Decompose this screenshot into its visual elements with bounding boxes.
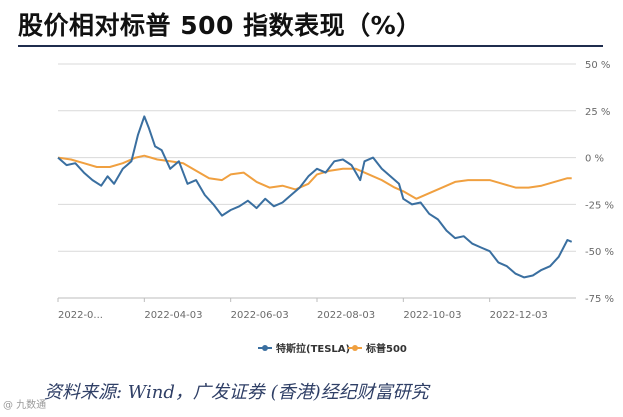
- y-tick-label: 50 %: [585, 60, 610, 71]
- x-tick-label: 2022-08-03: [317, 310, 375, 321]
- legend-label: 特斯拉(TESLA): [276, 342, 350, 355]
- y-axis-labels: 50 % 25 % 0 % -25 % -50 % -75 %: [585, 60, 614, 305]
- y-tick-label: -75 %: [585, 294, 614, 305]
- x-tick-label: 2022-04-03: [144, 310, 202, 321]
- series-line-tesla: [57, 115, 573, 279]
- y-tick-label: -50 %: [585, 247, 614, 258]
- chart-legend: 特斯拉(TESLA) 标普500: [258, 342, 407, 355]
- series-line-sp500: [57, 154, 572, 200]
- x-axis-labels: 2022-0... 2022-04-03 2022-06-03 2022-08-03 2…: [58, 310, 548, 321]
- y-tick-label: 25 %: [585, 107, 610, 118]
- y-tick-label: -25 %: [585, 200, 614, 211]
- x-axis-ticks: [57, 298, 491, 302]
- chart-title: 股价相对标普 500 指数表现（%）: [18, 11, 422, 40]
- x-tick-label: 2022-0...: [58, 310, 103, 321]
- legend-swatch-dot: [352, 345, 358, 351]
- source-note: 资料来源: Wind，广发证券 (香港)经纪财富研究: [44, 382, 429, 403]
- legend-swatch-dot: [262, 345, 268, 351]
- watermark: @ 九数通: [3, 400, 47, 411]
- legend-label: 标普500: [365, 342, 407, 355]
- x-tick-label: 2022-12-03: [490, 310, 548, 321]
- y-tick-label: 0 %: [585, 154, 604, 165]
- series-lines: [57, 115, 573, 279]
- performance-chart: 50 %25 %0 %-25 %-50 %-75 % 2022-0... 2022…: [57, 60, 614, 355]
- x-tick-label: 2022-10-03: [403, 310, 461, 321]
- y-gridlines: [58, 63, 576, 252]
- x-tick-label: 2022-06-03: [231, 310, 289, 321]
- title-underline: [18, 45, 603, 47]
